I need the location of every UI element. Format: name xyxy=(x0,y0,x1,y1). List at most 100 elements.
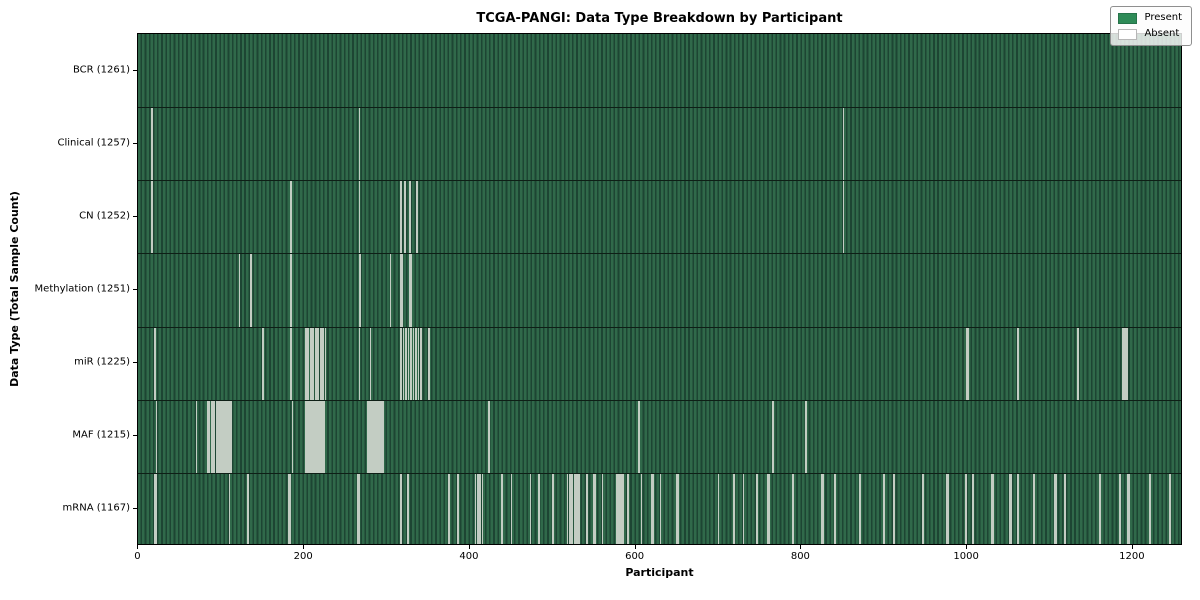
absent-stripe xyxy=(638,399,640,473)
absent-stripe xyxy=(571,472,574,544)
absent-stripe xyxy=(322,326,324,400)
absent-stripe xyxy=(732,472,735,544)
absent-stripe xyxy=(1122,326,1124,400)
row-separator xyxy=(138,253,1181,255)
absent-stripe xyxy=(319,326,322,400)
heatmap-row-bcr xyxy=(138,34,1181,108)
absent-stripe xyxy=(151,180,154,254)
heatmap-row-mir xyxy=(138,326,1181,400)
absent-stripe xyxy=(154,472,156,544)
y-tick-mark xyxy=(133,289,137,290)
absent-stripe xyxy=(1077,326,1079,400)
absent-stripe xyxy=(767,472,770,544)
absent-stripe xyxy=(659,472,662,544)
absent-stripe xyxy=(1064,472,1066,544)
x-tick-label-400: 400 xyxy=(459,551,479,562)
absent-stripe xyxy=(551,472,554,544)
absent-stripe xyxy=(488,399,490,473)
absent-stripe xyxy=(922,472,924,544)
absent-stripe xyxy=(756,472,759,544)
absent-stripe xyxy=(309,326,312,400)
absent-stripe xyxy=(478,472,480,544)
absent-stripe xyxy=(481,472,484,544)
absent-stripe xyxy=(321,399,324,473)
absent-stripe xyxy=(372,399,374,473)
y-tick-mark xyxy=(133,142,137,144)
absent-stripe xyxy=(883,472,886,544)
absent-stripe xyxy=(402,326,405,400)
absent-stripe xyxy=(529,472,532,544)
absent-stripe xyxy=(1119,472,1122,544)
absent-stripe xyxy=(537,472,540,544)
absent-stripe xyxy=(247,472,249,544)
y-tick-label-mrna: mRNA (1167) xyxy=(62,502,130,514)
absent-stripe xyxy=(210,399,213,473)
absent-stripe xyxy=(370,399,373,473)
absent-stripe xyxy=(1098,472,1101,544)
absent-stripe xyxy=(1054,472,1056,544)
absent-stripe xyxy=(805,399,808,473)
absent-stripe xyxy=(228,399,231,473)
x-tick-mark xyxy=(137,545,139,549)
y-tick-mark xyxy=(133,69,137,71)
absent-stripe xyxy=(1054,472,1057,544)
x-tick-label-1000: 1000 xyxy=(953,551,979,562)
absent-stripe xyxy=(676,472,678,544)
absent-stripe xyxy=(1118,472,1121,544)
absent-stripe xyxy=(289,472,291,544)
absent-stripe xyxy=(400,180,402,254)
absent-stripe xyxy=(568,472,571,544)
absent-stripe xyxy=(476,472,479,544)
absent-stripe xyxy=(1010,472,1012,544)
row-separator xyxy=(138,472,1181,474)
plot-area xyxy=(137,33,1182,545)
absent-stripe xyxy=(822,472,824,544)
y-tick-mark xyxy=(133,362,137,364)
y-tick-label-bcr: BCR (1261) xyxy=(72,64,130,76)
absent-stripe xyxy=(622,472,624,544)
y-tick-mark xyxy=(133,508,137,510)
absent-stripe xyxy=(842,107,845,181)
absent-stripe xyxy=(457,472,460,544)
absent-stripe xyxy=(358,253,361,327)
absent-stripe xyxy=(1123,326,1126,400)
legend-item-present: Present xyxy=(1118,12,1182,24)
absent-stripe xyxy=(771,399,774,473)
absent-stripe xyxy=(594,472,596,544)
absent-stripe xyxy=(733,472,736,544)
absent-stripe xyxy=(358,326,361,400)
absent-stripe xyxy=(620,472,623,544)
x-tick-mark xyxy=(634,545,636,549)
absent-stripe xyxy=(593,472,595,544)
absent-stripe xyxy=(324,326,327,400)
absent-stripe xyxy=(290,326,292,400)
x-tick-mark xyxy=(468,545,470,549)
absent-stripe xyxy=(1076,326,1079,400)
absent-stripe xyxy=(742,472,745,544)
absent-stripe xyxy=(677,472,679,544)
absent-stripe xyxy=(576,472,579,544)
absent-stripe xyxy=(358,180,361,254)
legend-swatch-absent xyxy=(1118,28,1138,40)
absent-stripe xyxy=(804,399,807,473)
absent-stripe xyxy=(416,180,418,254)
absent-stripe xyxy=(833,472,836,544)
absent-stripe xyxy=(566,472,569,544)
absent-stripe xyxy=(323,399,325,473)
x-tick-label-600: 600 xyxy=(625,551,645,562)
absent-stripe xyxy=(150,107,153,181)
heatmap-row-methylation xyxy=(138,253,1181,327)
absent-stripe xyxy=(420,326,422,400)
absent-stripe xyxy=(215,399,218,473)
absent-stripe xyxy=(373,399,376,473)
absent-stripe xyxy=(1016,326,1019,400)
absent-stripe xyxy=(892,472,895,544)
absent-stripe xyxy=(601,472,604,544)
absent-stripe xyxy=(410,326,412,400)
absent-stripe xyxy=(967,326,969,400)
absent-stripe xyxy=(842,180,845,254)
absent-stripe xyxy=(552,472,555,544)
absent-stripe xyxy=(1017,472,1020,544)
legend-swatch-present xyxy=(1118,12,1138,24)
